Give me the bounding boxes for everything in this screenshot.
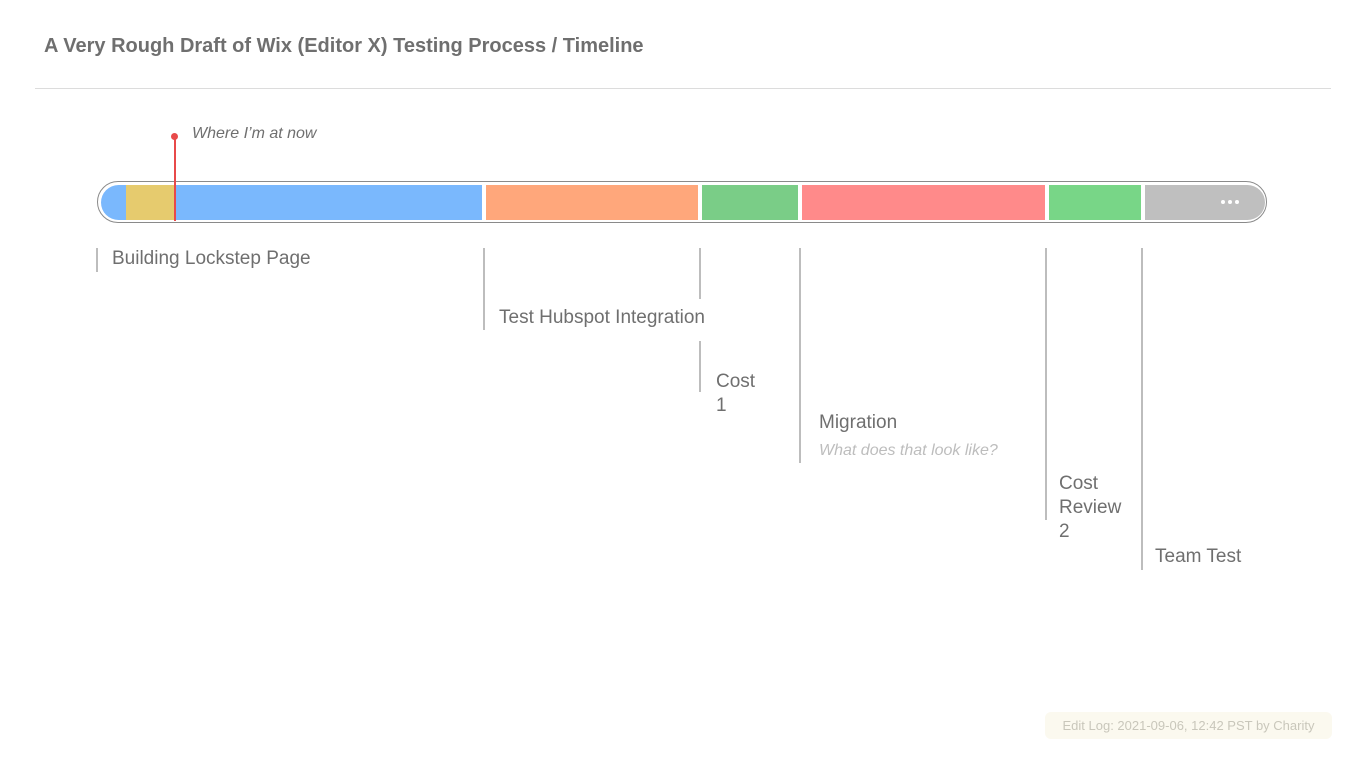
segment-building-current (126, 185, 175, 220)
segment-cost-review-2 (1049, 185, 1141, 220)
phase-label-cost-review-2-line-3: 2 (1059, 521, 1070, 542)
phase-label-migration: Migration (819, 412, 898, 433)
segment-hubspot-integration (486, 185, 698, 220)
phase-tick-cost-1-upper (699, 248, 701, 299)
phase-label-building: Building Lockstep Page (112, 248, 311, 269)
segment-team-test (1145, 185, 1265, 220)
phase-label-cost-1: Cost 1 (716, 370, 755, 418)
phase-label-cost-review-2-line-2: Review (1059, 497, 1122, 518)
page-title: A Very Rough Draft of Wix (Editor X) Tes… (44, 35, 644, 57)
segment-building-start (101, 185, 126, 220)
segment-cost-1 (702, 185, 798, 220)
phase-label-cost-review-2-line-1: Cost (1059, 473, 1099, 494)
ellipsis-icon[interactable] (1221, 200, 1239, 204)
phase-label-cost-review-2: Cost Review 2 (1059, 472, 1121, 544)
phase-tick-migration (799, 248, 801, 463)
phase-label-team-test: Team Test (1155, 546, 1242, 567)
edit-log-badge: Edit Log: 2021-09-06, 12:42 PST by Chari… (1045, 712, 1332, 739)
phase-label-hubspot: Test Hubspot Integration (499, 307, 705, 328)
phase-tick-hubspot (483, 248, 485, 330)
phase-label-cost-1-line-2: 1 (716, 395, 727, 416)
segment-migration (802, 185, 1045, 220)
segment-building-remaining (175, 185, 482, 220)
phase-tick-building (96, 248, 98, 272)
current-position-dot (171, 133, 178, 140)
timeline-bar (101, 185, 1265, 220)
phase-tick-cost-1 (699, 341, 701, 392)
current-position-label: Where I’m at now (192, 125, 317, 142)
phase-note-migration: What does that look like? (819, 442, 998, 459)
phase-label-cost-1-line-1: Cost (716, 371, 756, 392)
current-position-line (174, 137, 176, 221)
phase-tick-cost-review-2 (1045, 248, 1047, 520)
header-divider (35, 88, 1331, 89)
phase-tick-team-test (1141, 248, 1143, 570)
